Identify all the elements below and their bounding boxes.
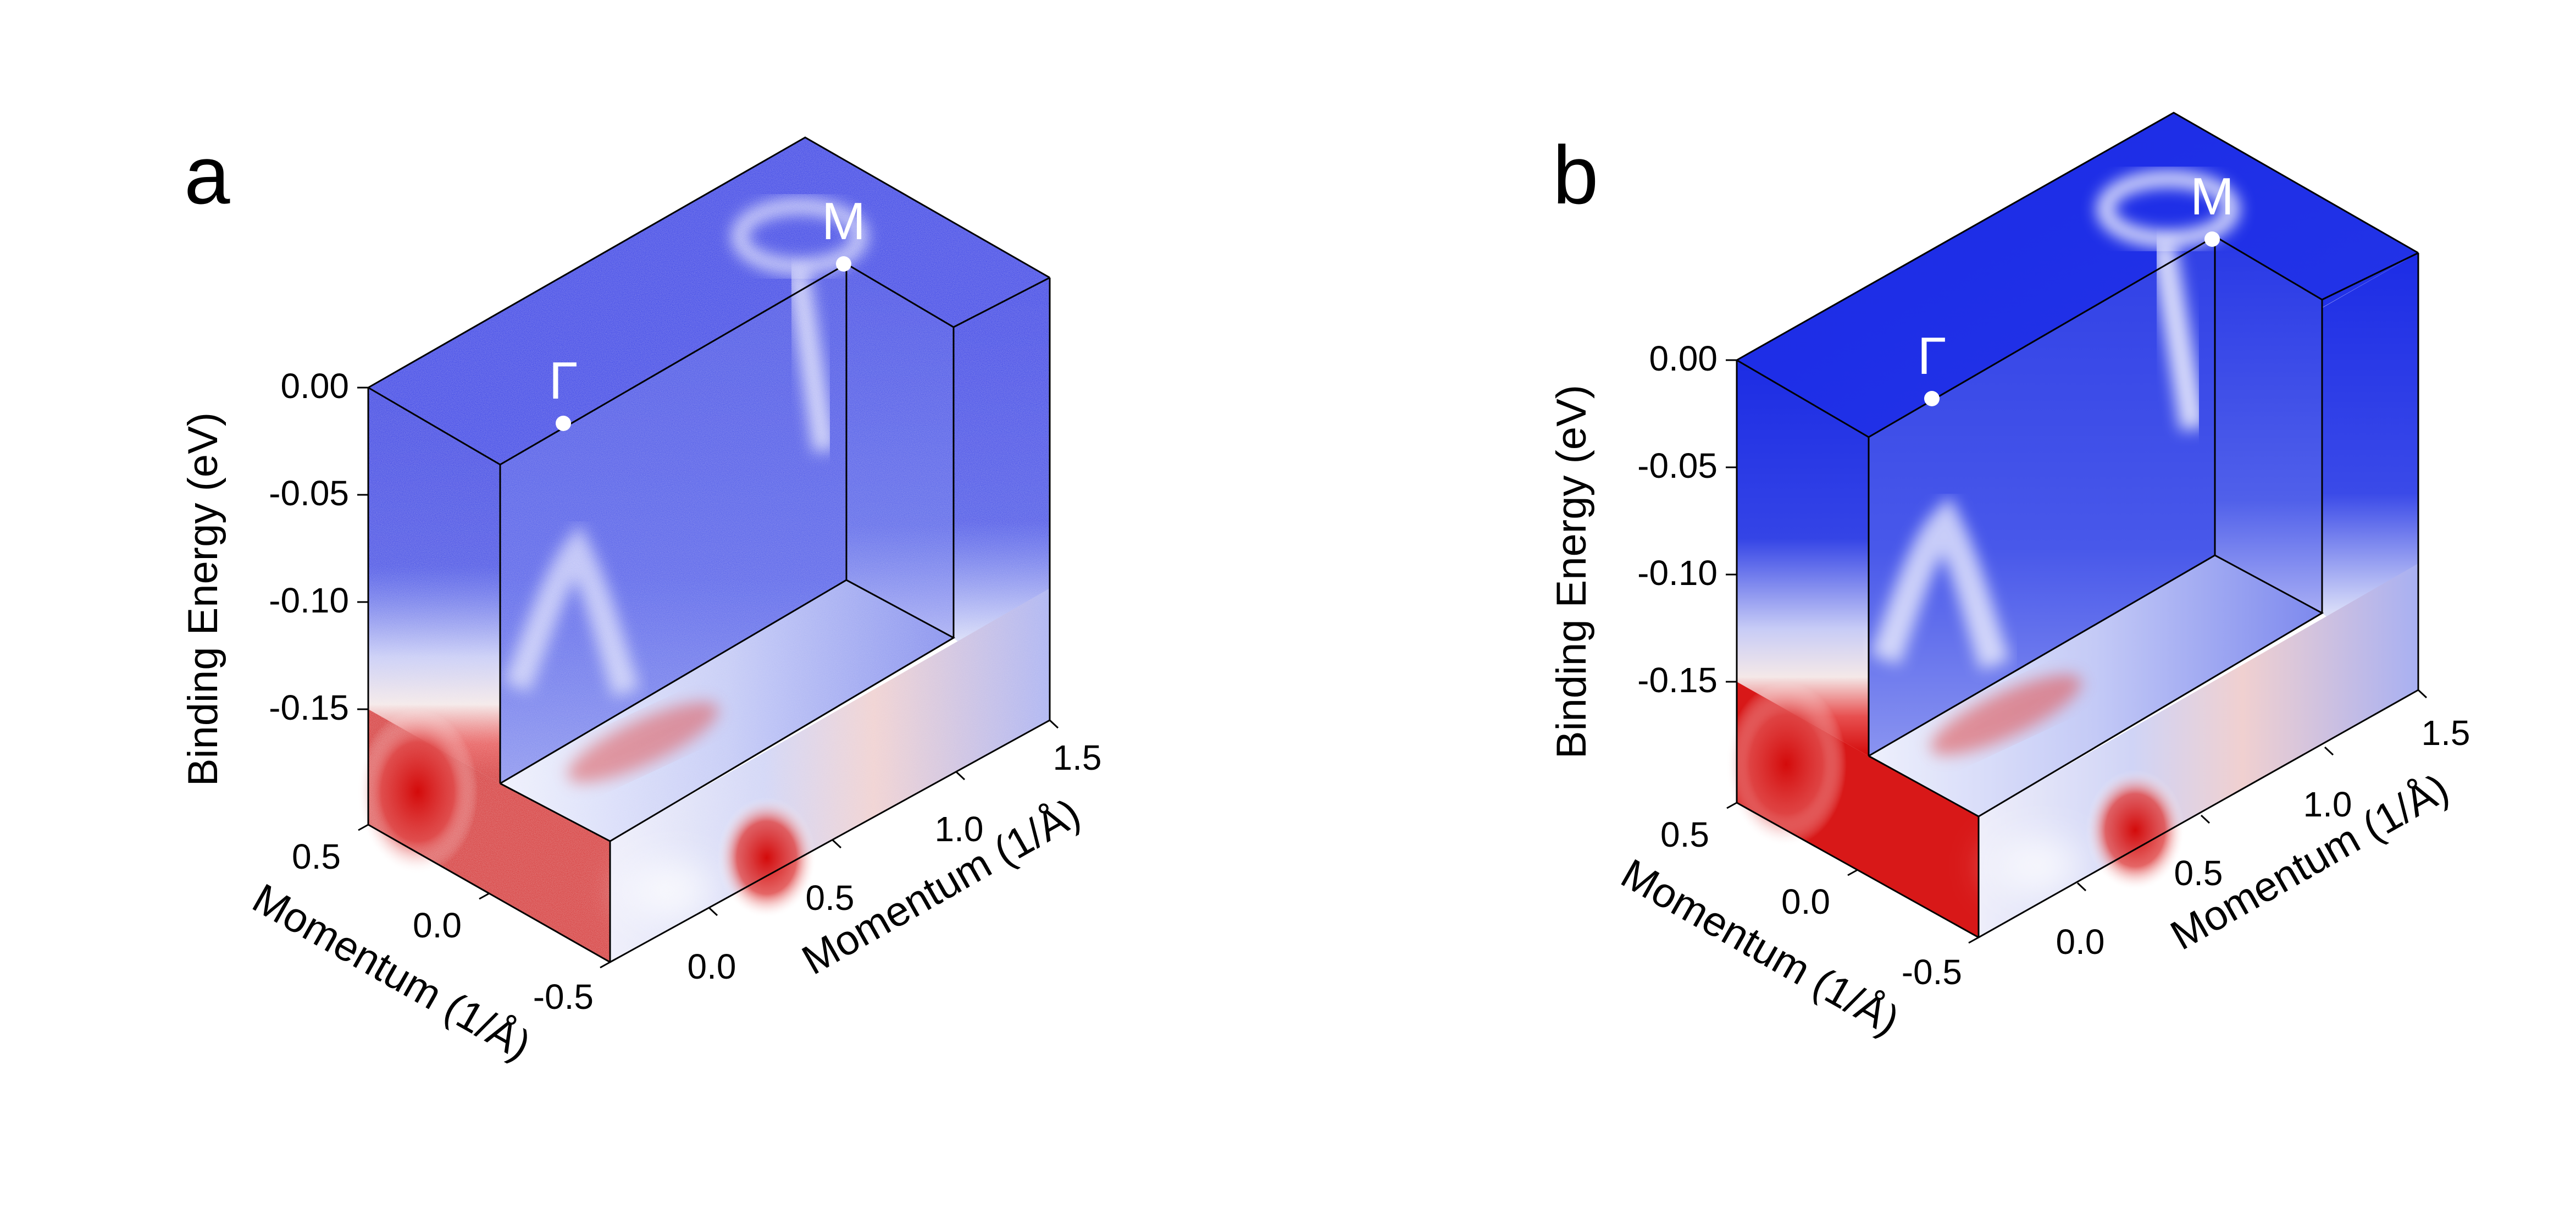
- panel-letter: a: [184, 129, 230, 221]
- x-tick-label: 1.0: [935, 809, 984, 849]
- cut-floor: [1869, 555, 2322, 816]
- gamma-label: Γ: [1918, 327, 1947, 385]
- y-tick-label: 0.0: [1781, 882, 1830, 921]
- y-tick-label: -0.5: [1902, 952, 1962, 992]
- x-tick-label: 1.5: [1053, 738, 1102, 777]
- z-tick-label: -0.10: [269, 581, 349, 620]
- m-point: [836, 256, 851, 272]
- inner-back-wall: [1869, 236, 2215, 756]
- y-tick-label: 0.5: [292, 837, 341, 876]
- gamma-point: [1924, 391, 1940, 406]
- gamma-point: [556, 416, 571, 431]
- y-tick-label: -0.5: [533, 977, 594, 1017]
- m-point: [2204, 231, 2220, 247]
- inner-side-wall: [846, 264, 954, 638]
- z-axis: 0.00 -0.05 -0.10 -0.15 Binding Energy (e…: [180, 366, 368, 786]
- y-tick-label: 0.5: [1660, 815, 1709, 854]
- z-axis-label: Binding Energy (eV): [180, 412, 226, 786]
- left-face: [368, 388, 500, 783]
- z-tick-label: -0.15: [269, 688, 349, 727]
- z-tick-label: 0.00: [1649, 339, 1718, 378]
- y-axis-label: Momentum (1/Å): [1614, 850, 1907, 1044]
- inner-back-wall: [500, 264, 846, 783]
- x-tick-label: 0.0: [688, 947, 736, 986]
- left-face: [1737, 360, 1869, 756]
- inner-side-wall: [2215, 236, 2322, 613]
- z-tick-label: -0.05: [1637, 446, 1718, 485]
- top-face: [1737, 113, 2418, 503]
- spectral-features: [357, 199, 867, 935]
- gamma-label: Γ: [549, 351, 578, 410]
- z-tick-label: -0.15: [1637, 660, 1718, 700]
- panel-a: Γ M a 0.00 -0.05 -0.10 -0.15 Binding Ene…: [180, 129, 1101, 1069]
- top-face: [368, 137, 1050, 531]
- x-tick-label: 0.5: [2174, 853, 2223, 893]
- x-tick-label: 1.0: [2303, 785, 2352, 824]
- z-axis-label: Binding Energy (eV): [1548, 385, 1595, 759]
- m-label: M: [2190, 167, 2234, 226]
- x-tick-label: 0.5: [806, 878, 855, 918]
- panel-b: Γ M b 0.00 -0.05 -0.10 -0.15 Binding Ene…: [1548, 112, 2470, 1045]
- z-axis: 0.00 -0.05 -0.10 -0.15 Binding Energy (e…: [1548, 339, 1737, 759]
- x-tick-label: 0.0: [2056, 922, 2105, 962]
- x-tick-label: 1.5: [2422, 713, 2470, 753]
- y-axis-label: Momentum (1/Å): [245, 875, 539, 1069]
- panel-letter: b: [1553, 129, 1598, 221]
- m-label: M: [822, 192, 866, 251]
- z-tick-label: 0.00: [280, 366, 349, 406]
- z-tick-label: -0.10: [1637, 553, 1718, 593]
- spectral-features: [1726, 170, 2240, 910]
- y-tick-label: 0.0: [413, 906, 462, 945]
- z-tick-label: -0.05: [269, 473, 349, 513]
